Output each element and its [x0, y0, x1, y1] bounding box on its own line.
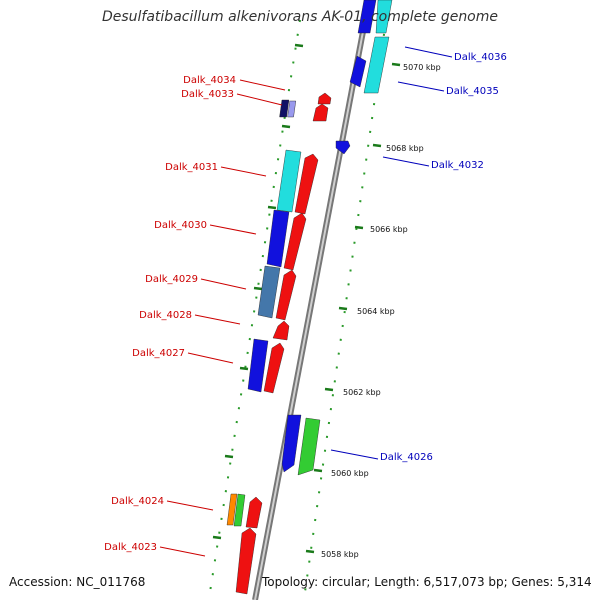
tick-label-5066: 5066 kbp	[370, 225, 408, 234]
gene-dalk-4030[interactable]	[283, 212, 307, 271]
right-connectors	[330, 46, 453, 460]
tick-mark	[338, 306, 348, 311]
gene-dalk-4024-green[interactable]	[233, 493, 246, 527]
gene-dalk-4035[interactable]	[363, 36, 390, 94]
gene-dalk-4024[interactable]	[245, 496, 263, 529]
gene-dalk-4030-blue[interactable]	[266, 209, 290, 268]
tick-mark	[313, 468, 323, 473]
tick-mark	[239, 366, 249, 371]
gene-dalk-4031[interactable]	[294, 153, 319, 215]
gene-dalk-4027[interactable]	[263, 342, 285, 394]
tick-label-5060: 5060 kbp	[331, 469, 369, 478]
gene-dalk-4032[interactable]	[335, 140, 351, 155]
label-dalk-4028[interactable]: Dalk_4028	[139, 310, 192, 321]
label-dalk-4026[interactable]: Dalk_4026	[380, 452, 433, 463]
gene-dalk-4026[interactable]	[281, 414, 302, 473]
gene-dalk-4034[interactable]	[317, 92, 332, 105]
inner-genes	[226, 92, 332, 595]
gene-dalk-4036[interactable]	[375, 0, 393, 34]
label-dalk-4029[interactable]: Dalk_4029	[145, 274, 198, 285]
tick-mark	[391, 62, 401, 67]
label-dalk-4032[interactable]: Dalk_4032	[431, 160, 484, 171]
tick-mark	[354, 225, 364, 230]
label-dalk-4033[interactable]: Dalk_4033	[181, 89, 234, 100]
tick-label-5058: 5058 kbp	[321, 550, 359, 559]
tick-mark	[372, 143, 382, 148]
genome-backbone-highlight	[254, 0, 370, 600]
outer-ring-dots	[304, 19, 387, 593]
gene-dalk-4033-red[interactable]	[312, 103, 329, 122]
tick-mark	[281, 124, 291, 129]
accession-text: Accession: NC_011768	[9, 575, 146, 589]
label-dalk-4027[interactable]: Dalk_4027	[132, 348, 185, 359]
gene-dalk-4027-blue[interactable]	[247, 338, 269, 393]
tick-label-5064: 5064 kbp	[357, 307, 395, 316]
tick-mark	[267, 205, 277, 210]
gene-dalk-4031-cyan[interactable]	[276, 149, 302, 213]
outer-genes	[281, 0, 393, 476]
tick-label-5068: 5068 kbp	[386, 144, 424, 153]
gene-dalk-4036-reverse[interactable]	[357, 0, 377, 34]
label-dalk-4023[interactable]: Dalk_4023	[104, 542, 157, 553]
tick-label-5070: 5070 kbp	[403, 63, 441, 72]
label-dalk-4035[interactable]: Dalk_4035	[446, 86, 499, 97]
gene-dalk-4029-steel[interactable]	[257, 265, 281, 319]
tick-mark	[212, 535, 222, 540]
label-dalk-4030[interactable]: Dalk_4030	[154, 220, 207, 231]
gene-dalk-4035-reverse[interactable]	[349, 55, 367, 88]
scale-ticks	[212, 43, 401, 554]
tick-mark	[324, 387, 334, 392]
label-dalk-4034[interactable]: Dalk_4034	[183, 75, 236, 86]
tick-mark	[294, 43, 304, 48]
left-connectors	[159, 79, 286, 557]
tick-mark	[305, 549, 315, 554]
gene-dalk-4033-navy[interactable]	[279, 99, 290, 118]
label-dalk-4036[interactable]: Dalk_4036	[454, 52, 507, 63]
tick-mark	[253, 286, 263, 291]
genome-title: Desulfatibacillum alkenivorans AK-01, co…	[101, 9, 499, 25]
gene-dalk-4033-lavender[interactable]	[287, 100, 297, 118]
topology-text: Topology: circular; Length: 6,517,073 bp…	[262, 575, 592, 589]
gene-dalk-4029[interactable]	[275, 269, 297, 321]
gene-dalk-4028[interactable]	[272, 320, 290, 341]
gene-dalk-4026-green[interactable]	[297, 417, 321, 476]
label-dalk-4024[interactable]: Dalk_4024	[111, 496, 164, 507]
tick-mark	[224, 454, 234, 459]
gene-dalk-4024-orange[interactable]	[226, 493, 238, 526]
tick-label-5062: 5062 kbp	[343, 388, 381, 397]
gene-dalk-4023[interactable]	[235, 527, 257, 595]
label-dalk-4031[interactable]: Dalk_4031	[165, 162, 218, 173]
